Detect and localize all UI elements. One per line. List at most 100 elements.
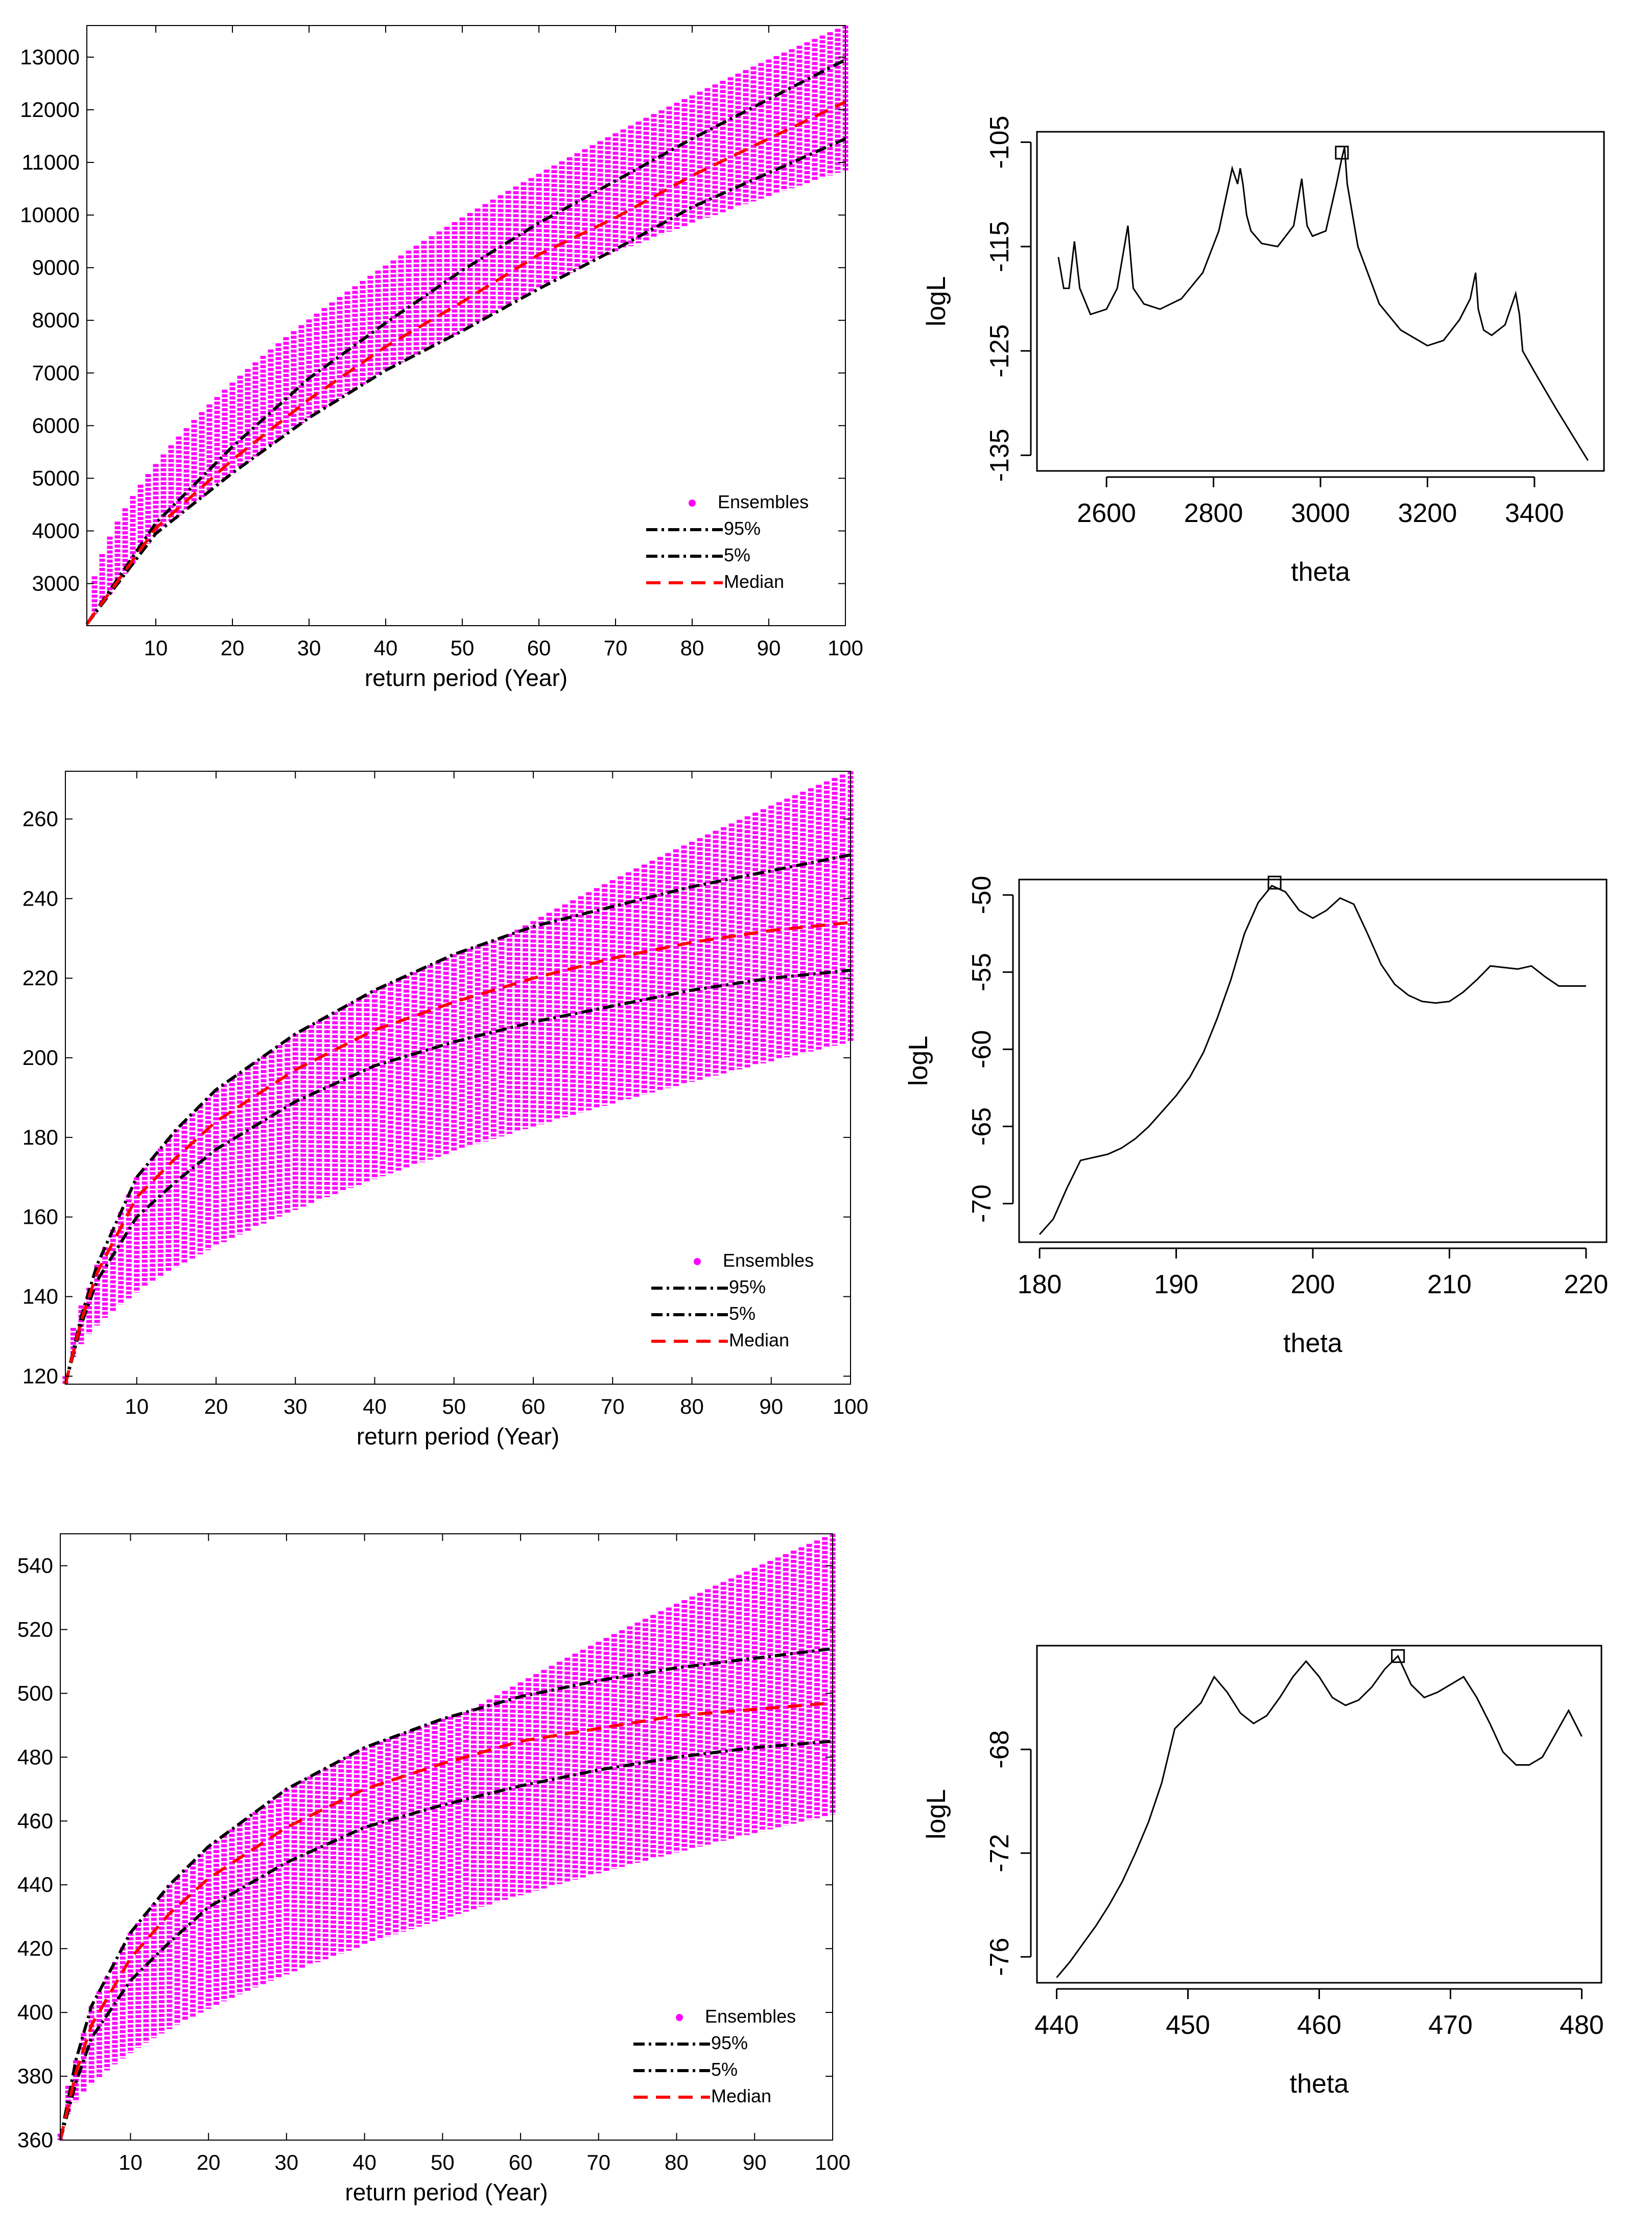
series-lines [59, 1647, 833, 2141]
loglik-curve [1057, 146, 1589, 461]
plot-frame [86, 25, 846, 626]
axes: 10 20 30 40 50 60 70 80 90 100 360 380 400 420 440 460 4… [17, 1533, 851, 2174]
legend-median-label: Median [729, 1330, 789, 1350]
max-marker [1267, 875, 1282, 890]
y-tick-label: 4000 [32, 518, 80, 542]
y-tick-label: 12000 [20, 98, 80, 122]
x-tick-label: 70 [586, 2150, 610, 2174]
y-tick-label: 520 [17, 1617, 53, 1641]
y-tick-label: 380 [17, 2064, 53, 2088]
y-tick-label: 540 [17, 1553, 53, 1577]
x-tick-label: 40 [363, 1394, 387, 1418]
x-tick-label: 40 [352, 2150, 376, 2174]
x-tick-label: 100 [833, 1394, 868, 1418]
x-tick-label: 10 [119, 2150, 143, 2174]
line-95-percent [59, 1647, 833, 2141]
legend: Ensembles 95% 5% Median [633, 2006, 796, 2106]
y-tick-label: -70 [967, 1184, 997, 1223]
y-tick-label: 3000 [32, 572, 80, 596]
axes: 2600 2800 3000 3200 3400 -105 -115 -125 -135 [985, 115, 1605, 528]
y-tick-label: -60 [967, 1030, 997, 1069]
x-tick-label: 20 [221, 636, 245, 660]
line-95-percent [85, 58, 846, 625]
y-tick-label: 6000 [32, 413, 80, 437]
x-tick-label: 20 [204, 1394, 228, 1418]
x-tick-label: 30 [275, 2150, 299, 2174]
x-tick-label: 180 [1018, 1270, 1062, 1299]
x-tick-label: 470 [1428, 2010, 1473, 2040]
x-axis-label: return period (Year) [357, 1423, 559, 1450]
x-tick-label: 10 [144, 636, 168, 660]
y-tick-label: 400 [17, 2000, 53, 2024]
x-tick-label: 100 [815, 2150, 851, 2174]
y-axis-label: logL [922, 276, 951, 326]
line-5-percent [64, 968, 851, 1385]
line-5-percent [85, 137, 846, 625]
y-tick-label: -50 [967, 876, 997, 914]
panel-left-middle: 10 20 30 40 50 60 70 80 90 100 120 140 160 180 200 220 2… [22, 771, 868, 1450]
panel-right-top: 2600 2800 3000 3200 3400 -105 -115 -125 -135 the… [922, 115, 1605, 587]
x-tick-label: 20 [197, 2150, 221, 2174]
x-tick-label: 50 [431, 2150, 455, 2174]
legend-ensembles-label: Ensembles [723, 1250, 814, 1271]
x-tick-label: 190 [1154, 1270, 1198, 1299]
y-tick-label: 10000 [20, 203, 80, 227]
legend-5-label: 5% [729, 1303, 756, 1324]
legend-ensembles-marker [694, 1258, 701, 1265]
x-tick-label: 450 [1166, 2010, 1210, 2040]
series-lines [64, 853, 851, 1385]
loglik-line [1039, 885, 1586, 1235]
loglik-line [1056, 1654, 1583, 1978]
legend-95-label: 95% [724, 518, 761, 539]
x-tick-label: 3000 [1291, 499, 1350, 528]
y-tick-label: -125 [985, 324, 1014, 377]
x-tick-label: 80 [680, 1394, 704, 1418]
y-tick-label: 9000 [32, 255, 80, 279]
x-tick-label: 60 [527, 636, 551, 660]
y-tick-label: 8000 [32, 308, 80, 332]
x-axis-label: return period (Year) [345, 2179, 548, 2205]
legend: Ensembles 95% 5% Median [651, 1250, 814, 1350]
y-tick-label: 360 [17, 2128, 53, 2152]
panel-left-bottom: 10 20 30 40 50 60 70 80 90 100 360 380 400 420 440 460 4… [17, 1533, 851, 2205]
y-tick-label: 500 [17, 1681, 53, 1705]
y-tick-label: -72 [985, 1834, 1014, 1872]
y-tick-label: -76 [985, 1938, 1014, 1976]
x-tick-label: 60 [509, 2150, 533, 2174]
x-tick-label: 80 [665, 2150, 689, 2174]
axes: 10 20 30 40 50 60 70 80 90 100 3000 4000 5000 6000 700… [20, 25, 863, 660]
x-tick-label: 70 [601, 1394, 625, 1418]
plot-frame [65, 771, 851, 1385]
legend: Ensembles 95% 5% Median [646, 491, 809, 592]
line-median [59, 1701, 833, 2141]
x-tick-label: 3400 [1505, 499, 1564, 528]
legend-95-label: 95% [711, 2032, 748, 2053]
plot-frame [1036, 131, 1605, 472]
x-axis-label: return period (Year) [365, 664, 568, 691]
panel-right-middle: 180 190 200 210 220 -50 -55 -60 -65 -70 theta log… [904, 875, 1608, 1358]
axes: 440 450 460 470 480 -68 -72 -76 [985, 1645, 1604, 2040]
max-marker [1391, 1649, 1405, 1663]
y-tick-label: -65 [967, 1107, 997, 1146]
y-tick-label: 480 [17, 1745, 53, 1769]
line-median [85, 100, 846, 625]
loglik-curve [1039, 875, 1586, 1235]
x-tick-label: 80 [680, 636, 704, 660]
legend-ensembles-marker [676, 2014, 683, 2021]
y-axis-label: logL [922, 1789, 951, 1839]
y-tick-label: 7000 [32, 361, 80, 385]
y-tick-label: 11000 [21, 150, 80, 174]
y-tick-label: 5000 [32, 466, 80, 490]
plot-frame [1018, 879, 1608, 1243]
y-tick-label: 240 [22, 886, 58, 910]
y-tick-label: 180 [22, 1125, 58, 1149]
x-tick-label: 50 [451, 636, 475, 660]
x-axis-label: theta [1290, 2069, 1349, 2099]
plot-frame [1036, 1645, 1602, 1984]
x-tick-label: 2800 [1184, 499, 1243, 528]
y-tick-label: 13000 [20, 45, 80, 69]
y-tick-label: 140 [22, 1285, 58, 1309]
max-marker [1335, 146, 1349, 160]
x-tick-label: 2600 [1077, 499, 1136, 528]
